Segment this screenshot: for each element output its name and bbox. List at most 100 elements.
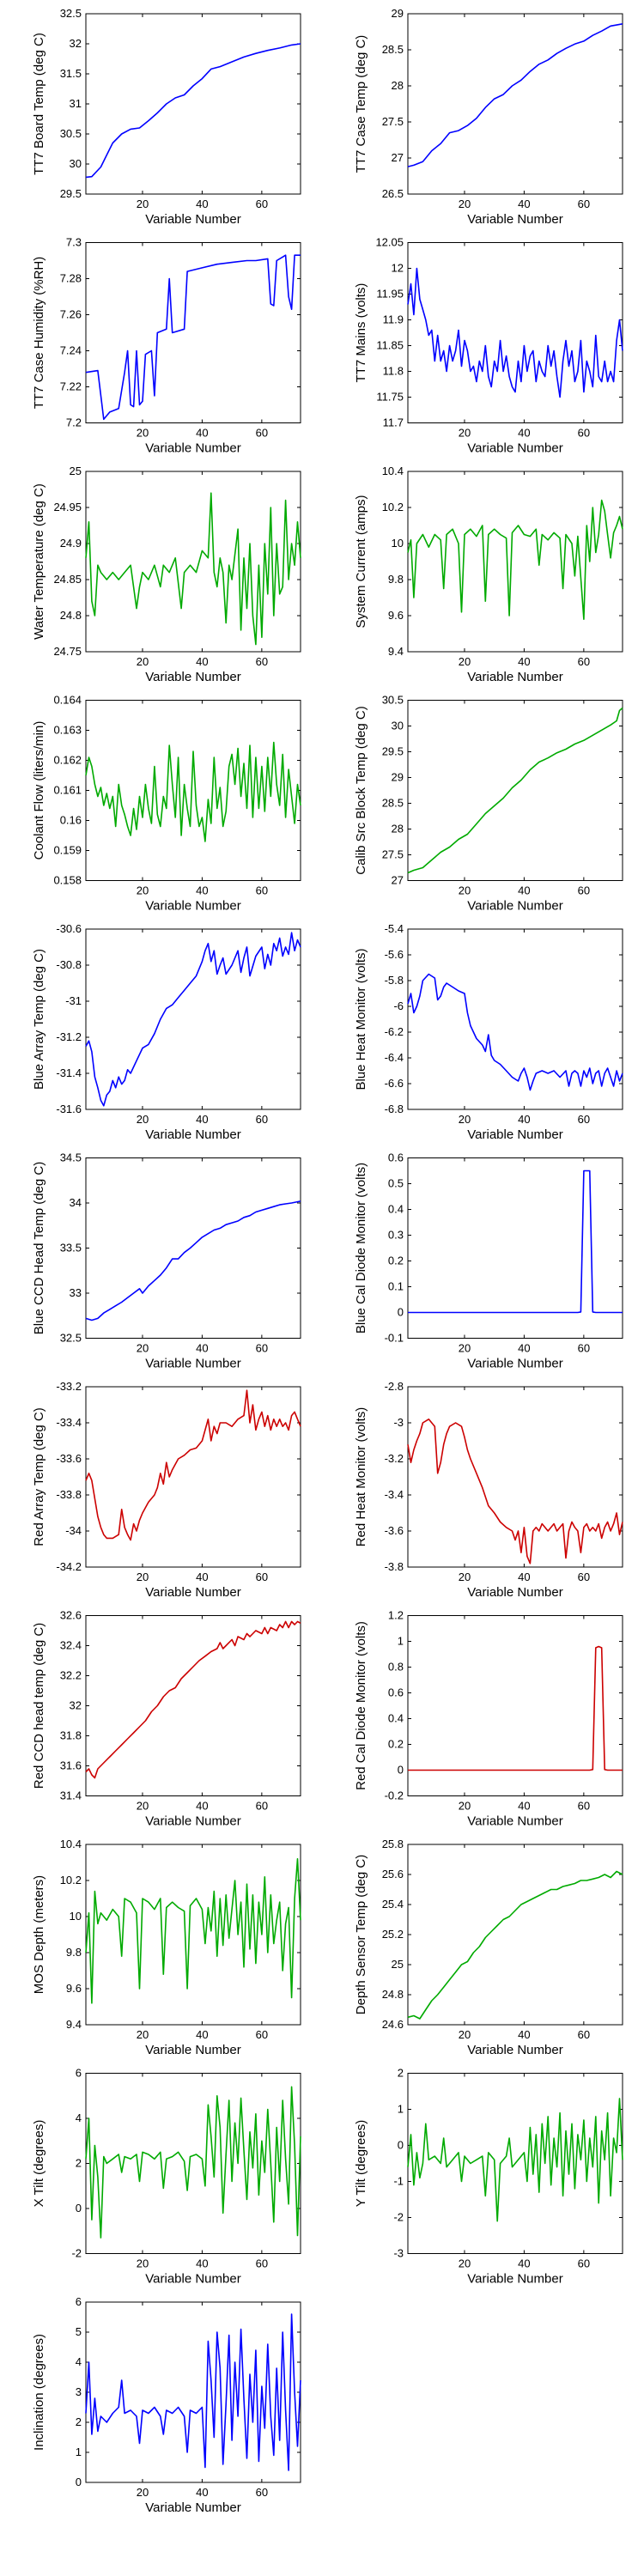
chart-panel-17: 9.4 9.6 9.8 10 10.2 10.4 20 40 60 Variable Number… [32, 1838, 301, 2057]
x-tick-label: 40 [196, 1342, 208, 1355]
chart-panel-4: 11.7 11.75 11.8 11.85 11.9 11.95 12 12.05 20 40 60… [354, 236, 623, 456]
y-tick-label: 0.3 [388, 1229, 404, 1242]
x-tick-label: 60 [256, 884, 268, 897]
x-tick-label: 60 [256, 1113, 268, 1126]
series-line [407, 1419, 623, 1564]
x-tick-label: 20 [459, 1342, 471, 1355]
plot-frame [85, 13, 301, 195]
y-tick-label: -2 [71, 2247, 82, 2260]
series-line [408, 1170, 623, 1314]
x-axis-label: Variable Number [467, 2043, 562, 2057]
y-tick-label: 0 [398, 1764, 404, 1777]
x-axis-label: Variable Number [145, 1814, 240, 1829]
x-tick-label: 20 [137, 2486, 149, 2499]
x-tick-label: 20 [459, 1113, 471, 1126]
x-tick-label: 40 [196, 2028, 208, 2041]
series-line [407, 499, 623, 620]
y-tick-label: 30 [70, 157, 82, 170]
x-tick-label: 40 [518, 1800, 530, 1813]
series-line [85, 1200, 301, 1321]
x-tick-label: 20 [137, 655, 149, 668]
series-line [85, 492, 301, 646]
y-tick-label: -34 [65, 1524, 82, 1537]
x-tick-label: 60 [578, 197, 590, 210]
y-tick-label: 29.5 [60, 187, 82, 200]
y-tick-label: 0.1 [388, 1280, 404, 1293]
y-tick-label: 0.164 [53, 694, 82, 707]
y-tick-label: 25.6 [382, 1868, 404, 1880]
y-tick-label: 25.2 [382, 1928, 404, 1941]
chart-panel-18: 24.6 24.8 25 25.2 25.4 25.6 25.8 20 40 60 Variable… [354, 1838, 623, 2057]
y-tick-label: -34.2 [56, 1560, 82, 1573]
y-tick-label: 31 [70, 97, 82, 110]
series-line [407, 1870, 623, 2020]
y-axis-label: Calib Src Block Temp (deg C) [354, 706, 368, 874]
x-tick-label: 40 [518, 1113, 530, 1126]
y-axis-label: TT7 Case Temp (deg C) [354, 35, 368, 173]
x-tick-label: 60 [578, 1800, 590, 1813]
y-tick-label: 2 [76, 2415, 82, 2428]
y-tick-label: 31.4 [60, 1789, 82, 1802]
y-tick-label: 1 [76, 2445, 82, 2458]
series-line [85, 1389, 301, 1541]
y-axis-label: Blue CCD Head Temp (deg C) [32, 1162, 46, 1334]
series-line [85, 2086, 301, 2239]
y-tick-label: -33.4 [56, 1416, 82, 1429]
x-tick-label: 60 [256, 2486, 268, 2499]
x-tick-label: 20 [137, 884, 149, 897]
x-tick-label: 40 [518, 1342, 530, 1355]
y-tick-label: -2.8 [385, 1380, 404, 1393]
plot-frame [407, 242, 623, 423]
y-tick-label: 5 [76, 2325, 82, 2338]
x-tick-label: 40 [196, 427, 208, 440]
y-tick-label: 32.6 [60, 1609, 82, 1622]
x-tick-label: 40 [196, 1800, 208, 1813]
plot-frame [85, 1844, 301, 2026]
y-tick-label: -30.6 [56, 922, 82, 935]
x-tick-label: 60 [578, 884, 590, 897]
x-axis-label: Variable Number [467, 1814, 562, 1829]
y-tick-label: 11.85 [376, 339, 404, 352]
x-tick-label: 40 [518, 2028, 530, 2041]
x-tick-label: 60 [578, 427, 590, 440]
y-tick-label: 7.24 [60, 344, 82, 357]
x-tick-label: 20 [137, 427, 149, 440]
series-line [85, 1858, 301, 2004]
y-tick-label: 0.4 [388, 1203, 404, 1216]
y-tick-label: 28 [392, 823, 404, 835]
x-tick-label: 20 [459, 427, 471, 440]
x-axis-label: Variable Number [145, 670, 240, 684]
chart-panel-2: 26.5 27 27.5 28 28.5 29 20 40 60 Variable Number T… [354, 7, 623, 227]
x-axis-label: Variable Number [145, 2272, 240, 2287]
y-axis-label: MOS Depth (meters) [32, 1875, 46, 1994]
y-tick-label: 0.6 [388, 1686, 404, 1699]
y-tick-label: 31.8 [60, 1729, 82, 1742]
chart-panel-20: -3 -2 -1 0 1 2 20 40 60 Variable Number Y Tilt (de… [354, 2067, 623, 2287]
y-tick-label: 24.75 [53, 645, 82, 658]
series-line [407, 23, 623, 167]
x-tick-label: 60 [256, 1342, 268, 1355]
x-tick-label: 40 [196, 655, 208, 668]
y-tick-label: 25.8 [382, 1838, 404, 1850]
y-tick-label: 28 [392, 79, 404, 92]
y-tick-label: 7.3 [66, 236, 82, 249]
y-tick-label: 29.5 [382, 745, 404, 758]
y-tick-label: 24.6 [382, 2018, 404, 2031]
y-tick-label: 32 [70, 1699, 82, 1712]
chart-panel-11: 32.5 33 33.5 34 34.5 20 40 60 Variable Number Blu… [32, 1151, 301, 1371]
y-tick-label: 1.2 [388, 1609, 404, 1622]
chart-panel-1: 29.5 30 30.5 31 31.5 32 32.5 20 40 60 Variable Num… [32, 7, 301, 227]
y-tick-label: 11.8 [383, 365, 404, 378]
y-tick-label: 10.2 [382, 501, 404, 513]
x-tick-label: 40 [196, 2257, 208, 2270]
y-tick-label: -5.4 [385, 922, 404, 935]
x-axis-label: Variable Number [145, 1357, 240, 1371]
y-axis-label: Depth Sensor Temp (deg C) [354, 1855, 368, 2014]
y-tick-label: -0.1 [385, 1332, 404, 1345]
x-tick-label: 40 [518, 1571, 530, 1583]
x-tick-label: 20 [459, 197, 471, 210]
x-axis-label: Variable Number [467, 441, 562, 456]
y-axis-label: X Tilt (degrees) [32, 2120, 46, 2208]
x-axis-label: Variable Number [467, 670, 562, 684]
y-tick-label: 26.5 [382, 187, 404, 200]
